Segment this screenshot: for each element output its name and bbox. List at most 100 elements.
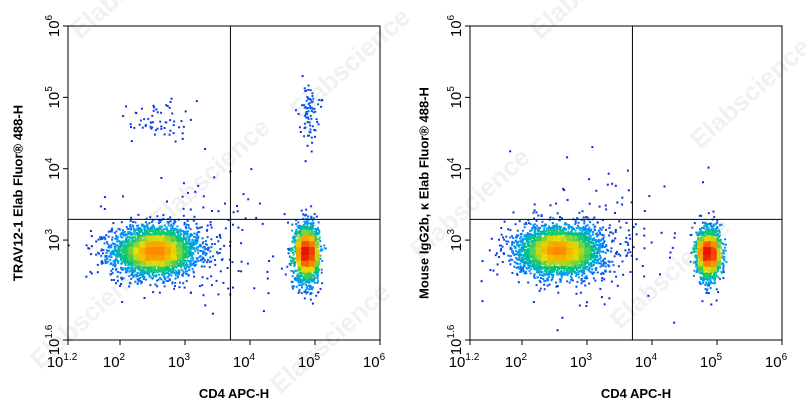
event-point — [198, 226, 201, 229]
event-point — [315, 251, 318, 254]
event-point — [193, 232, 196, 235]
event-point — [217, 293, 220, 296]
event-point — [187, 226, 190, 229]
event-point — [202, 261, 205, 263]
event-point — [295, 278, 298, 281]
event-point — [310, 245, 313, 248]
event-point — [110, 279, 113, 281]
event-point — [142, 256, 145, 259]
event-point — [109, 255, 112, 258]
event-point — [163, 232, 166, 235]
event-point — [171, 245, 174, 248]
event-point — [315, 265, 318, 268]
event-point — [181, 261, 184, 264]
event-point — [176, 225, 179, 228]
event-point — [154, 283, 157, 286]
event-point — [304, 270, 307, 273]
event-point — [162, 236, 165, 239]
event-point — [167, 280, 170, 282]
event-point — [148, 240, 151, 243]
event-point — [112, 252, 115, 255]
event-point — [131, 236, 134, 239]
event-point — [127, 241, 130, 244]
event-point — [137, 268, 140, 271]
event-point — [172, 247, 174, 250]
event-point — [156, 254, 159, 257]
event-point — [143, 227, 146, 230]
event-point — [122, 277, 125, 280]
event-point — [157, 239, 160, 242]
event-point — [199, 244, 202, 247]
event-point — [127, 228, 130, 230]
event-point — [179, 242, 182, 245]
event-point — [298, 290, 301, 293]
event-point — [318, 99, 321, 101]
event-point — [153, 264, 156, 267]
event-point — [167, 252, 170, 255]
event-point — [176, 251, 179, 254]
event-point — [191, 247, 194, 250]
event-point — [182, 207, 185, 210]
event-point — [316, 282, 319, 284]
event-point — [292, 258, 294, 261]
event-point — [298, 241, 301, 244]
event-point — [126, 257, 129, 260]
event-point — [157, 259, 160, 261]
event-point — [314, 135, 316, 138]
event-point — [183, 223, 186, 226]
event-point — [310, 216, 312, 219]
event-point — [154, 257, 157, 260]
event-point — [314, 242, 317, 245]
event-point — [173, 250, 176, 253]
event-point — [130, 264, 132, 267]
event-point — [195, 222, 198, 225]
event-point — [122, 255, 124, 258]
event-point — [185, 249, 187, 252]
event-point — [148, 231, 150, 233]
event-point — [118, 249, 121, 252]
event-point — [128, 244, 131, 247]
event-point — [138, 228, 140, 231]
event-point — [304, 242, 307, 245]
event-point — [129, 225, 131, 227]
event-point — [203, 245, 206, 248]
event-point — [170, 247, 173, 250]
event-point — [156, 248, 159, 251]
event-point — [309, 124, 312, 127]
event-point — [312, 268, 315, 270]
event-point — [318, 256, 321, 258]
event-point — [147, 258, 149, 261]
event-point — [311, 278, 314, 281]
event-point — [137, 213, 140, 216]
event-point — [159, 250, 162, 252]
event-point — [122, 249, 125, 252]
event-point — [162, 251, 165, 254]
event-point — [163, 256, 166, 258]
event-point — [272, 255, 275, 258]
event-point — [186, 235, 189, 238]
event-point — [310, 217, 313, 220]
event-point — [108, 244, 111, 247]
event-point — [196, 239, 199, 242]
event-point — [158, 233, 161, 236]
event-point — [165, 262, 168, 265]
event-point — [184, 259, 187, 262]
event-point — [291, 249, 294, 251]
event-point — [180, 248, 183, 250]
event-point — [173, 219, 176, 222]
event-point — [171, 252, 174, 255]
event-point — [136, 244, 139, 247]
event-point — [179, 261, 182, 264]
event-point — [140, 223, 143, 226]
event-point — [304, 283, 307, 286]
event-point — [301, 263, 304, 266]
event-point — [222, 281, 225, 284]
event-point — [162, 229, 164, 232]
event-point — [178, 249, 181, 252]
event-point — [144, 221, 147, 224]
event-point — [156, 227, 158, 230]
event-point — [250, 168, 253, 171]
event-point — [301, 279, 303, 282]
event-point — [111, 253, 114, 256]
event-point — [137, 280, 140, 283]
